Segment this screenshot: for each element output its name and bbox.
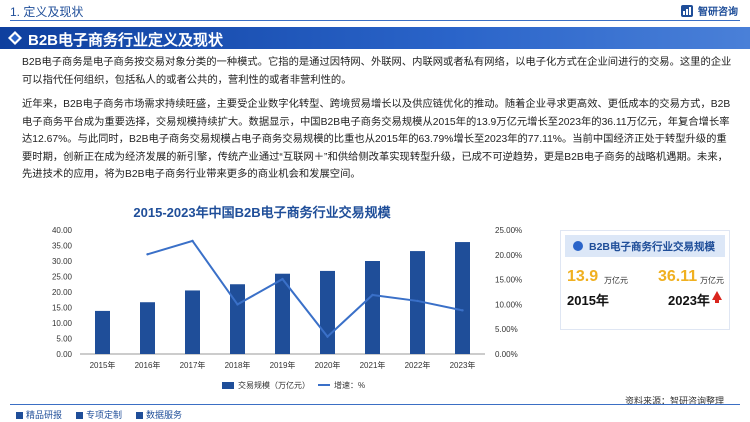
- section-heading: 1. 定义及现状: [10, 5, 84, 19]
- summary-card-header: B2B电子商务行业交易规模: [565, 235, 725, 257]
- y-left-tick-label: 5.00: [56, 335, 72, 344]
- brand: 智研咨询: [680, 3, 738, 18]
- bar: [95, 310, 110, 354]
- start-year: 2015年: [567, 293, 609, 308]
- growth-rate-point: [371, 293, 374, 297]
- x-tick-label: 2021年: [360, 360, 386, 370]
- growth-rate-point: [191, 239, 194, 243]
- y-right-tick-label: 5.00%: [495, 325, 518, 334]
- x-tick-label: 2016年: [135, 360, 161, 370]
- brand-logo-icon: [681, 4, 693, 17]
- x-tick-label: 2017年: [180, 360, 206, 370]
- title-badge-icon: [8, 31, 22, 45]
- end-value: 36.11: [658, 268, 698, 285]
- growth-rate-point: [236, 303, 239, 306]
- y-left-tick-label: 40.00: [52, 226, 73, 235]
- top-divider: [10, 20, 740, 21]
- bar: [230, 284, 245, 354]
- growth-rate-point: [416, 299, 419, 303]
- top-bar: 1. 定义及现状 智研咨询: [0, 0, 750, 22]
- summary-card-title: B2B电子商务行业交易规模: [589, 240, 716, 253]
- growth-rate-point: [326, 335, 329, 338]
- start-value: 13.9: [567, 268, 599, 285]
- growth-rate-point: [146, 253, 149, 256]
- y-left-tick-label: 20.00: [52, 288, 73, 297]
- title-band: B2B电子商务行业定义及现状: [0, 27, 750, 49]
- y-left-tick-label: 15.00: [52, 304, 73, 313]
- footer-item-custom[interactable]: 专项定制: [76, 408, 122, 421]
- bar: [410, 251, 425, 354]
- footer-links: 精品研报 专项定制 数据服务: [16, 408, 182, 421]
- y-right-tick-label: 25.00%: [495, 226, 522, 235]
- chart-title: 2015-2023年中国B2B电子商务行业交易规模: [133, 205, 391, 220]
- y-right-tick-label: 0.00%: [495, 350, 518, 359]
- x-tick-label: 2018年: [225, 360, 251, 370]
- bar: [140, 302, 155, 354]
- paragraph-definition: B2B电子商务是电子商务按交易对象分类的一种模式。它指的是通过因特网、外联网、内…: [22, 57, 732, 86]
- bar: [455, 242, 470, 354]
- legend-line-label: 增速：%: [334, 380, 365, 390]
- bar-line-chart: 0.00 5.00 10.00 15.00 20.00 25.00 30.00 35.00 40…: [52, 226, 522, 390]
- y-left-tick-label: 30.00: [52, 257, 73, 266]
- paragraph-status: 近年来，B2B电子商务市场需求持续旺盛，主要受企业数字化转型、跨境贸易增长以及供…: [22, 99, 731, 181]
- y-right-tick-label: 15.00%: [495, 276, 522, 285]
- end-unit: 万亿元: [700, 276, 724, 285]
- bar: [320, 270, 335, 354]
- x-tick-label: 2020年: [315, 360, 341, 370]
- page-title: B2B电子商务行业定义及现状: [28, 32, 224, 49]
- x-tick-label: 2022年: [405, 360, 431, 370]
- y-right-tick-label: 10.00%: [495, 300, 522, 309]
- end-year: 2023年: [668, 293, 710, 308]
- legend-bar-label: 交易规模（万亿元）: [238, 380, 310, 390]
- x-tick-label: 2023年: [450, 360, 476, 370]
- card-dot-icon: [573, 241, 583, 251]
- y-left-tick-label: 35.00: [52, 242, 73, 251]
- growth-rate-point: [281, 277, 284, 281]
- y-left-tick-label: 10.00: [52, 319, 73, 328]
- brand-name: 智研咨询: [698, 7, 738, 18]
- legend-bar-swatch: [222, 382, 234, 389]
- bar: [275, 273, 290, 354]
- source-note: 资料来源：智研咨询整理: [624, 396, 724, 406]
- y-right-tick-label: 20.00%: [495, 251, 522, 260]
- x-tick-label: 2019年: [270, 360, 296, 370]
- growth-rate-line: [147, 239, 463, 339]
- start-unit: 万亿元: [604, 276, 628, 285]
- increase-arrow-stem: [715, 299, 719, 303]
- bar: [365, 261, 380, 354]
- bottom-divider: [10, 404, 740, 405]
- increase-arrow-icon: [712, 291, 722, 300]
- y-left-tick-label: 0.00: [56, 350, 72, 359]
- growth-rate-point: [461, 309, 464, 312]
- bar: [185, 290, 200, 354]
- summary-card: B2B电子商务行业交易规模: [560, 230, 730, 330]
- footer-item-reports[interactable]: 精品研报: [16, 408, 62, 421]
- x-tick-label: 2015年: [90, 360, 116, 370]
- footer-item-data[interactable]: 数据服务: [136, 408, 182, 421]
- y-left-tick-label: 25.00: [52, 273, 73, 282]
